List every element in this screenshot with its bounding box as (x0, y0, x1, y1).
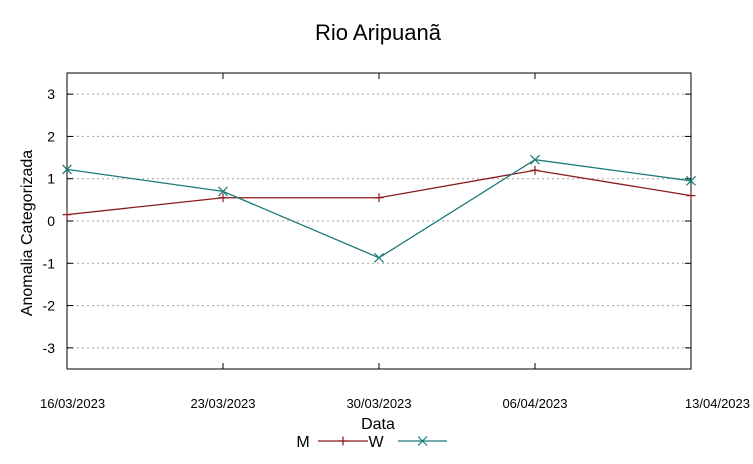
series-layer (62, 154, 696, 263)
grid-layer (67, 93, 691, 349)
y-tick-label: 1 (47, 171, 55, 187)
data-point-M (62, 210, 72, 220)
data-point-W (530, 154, 540, 165)
legend-marker-M (338, 436, 348, 446)
legend-label-M: M (296, 434, 309, 451)
x-tick-label: 16/03/2023 (40, 396, 105, 411)
x-axis: 16/03/2023 23/03/2023 30/03/2023 06/04/2023… (40, 73, 750, 411)
y-tick-label: 0 (47, 213, 55, 229)
y-tick-label: -3 (43, 340, 56, 356)
data-point-W (686, 175, 696, 186)
data-point-M (374, 193, 384, 203)
data-point-W (374, 252, 384, 263)
y-tick-label: 2 (47, 128, 55, 144)
series-line-W (66, 159, 692, 259)
x-tick-label: 23/03/2023 (190, 396, 255, 411)
y-tick-label: -2 (43, 298, 56, 314)
data-point-W (62, 164, 72, 175)
data-point-M (218, 193, 228, 203)
y-tick-label: 3 (47, 86, 55, 102)
series-line-M (66, 169, 692, 216)
chart-title: Rio Aripuanã (315, 20, 442, 45)
x-tick-label: 13/04/2023 (685, 396, 750, 411)
legend-marker-W (417, 436, 428, 446)
data-point-M (686, 191, 696, 201)
x-tick-label: 06/04/2023 (502, 396, 567, 411)
legend-label-W: W (368, 434, 384, 451)
x-tick-label: 30/03/2023 (346, 396, 411, 411)
x-axis-label: Data (361, 416, 395, 433)
data-point-W (218, 186, 228, 197)
y-axis-label: Anomalia Categorizada (19, 150, 36, 316)
data-point-M (530, 165, 540, 175)
y-axis: -3 -2 -1 0 1 2 3 (43, 86, 691, 356)
y-tick-label: -1 (43, 255, 56, 271)
